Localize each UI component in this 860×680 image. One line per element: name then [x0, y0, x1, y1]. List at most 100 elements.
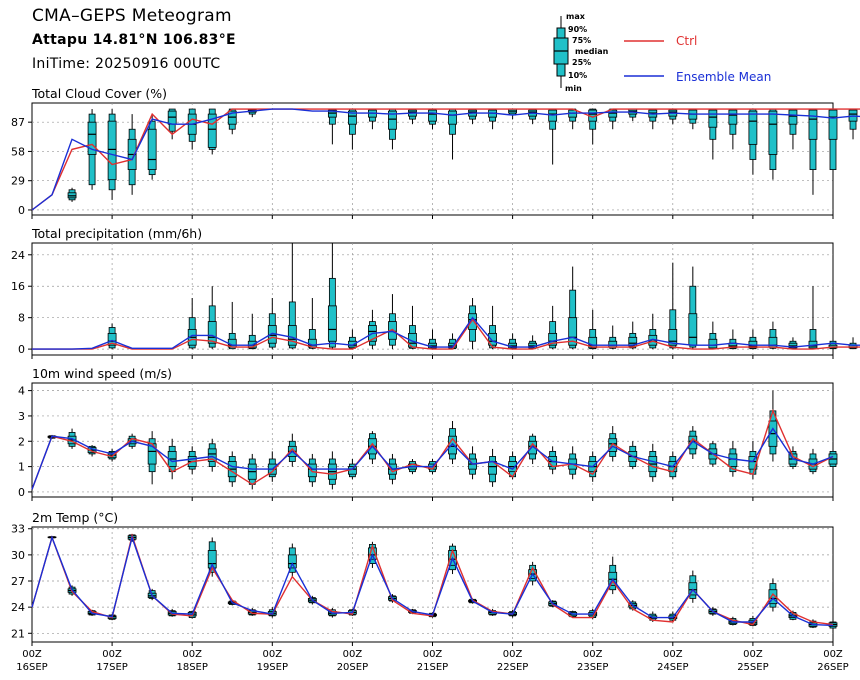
y-tick-label: 30 — [11, 549, 25, 562]
box-p25-p75 — [207, 113, 217, 148]
box-p25-p75 — [748, 110, 758, 145]
ensemble-box — [187, 446, 197, 475]
box-p25-p75 — [147, 128, 157, 170]
ensemble-box — [368, 108, 377, 130]
box-p25-p75 — [588, 336, 598, 349]
x-tick-date: 18SEP — [176, 662, 207, 673]
x-tick-time: 00Z — [22, 649, 42, 660]
panel-title: 2m Temp (°C) — [32, 510, 118, 525]
box-p25-p75 — [768, 110, 778, 155]
y-tick-label: 24 — [11, 249, 25, 262]
ensemble-box — [327, 451, 337, 490]
box-p25-p75 — [708, 109, 718, 128]
ensemble-box — [488, 108, 497, 130]
box-p25-p75 — [87, 121, 97, 155]
x-tick-time: 00Z — [102, 649, 122, 660]
legend-median: median — [575, 47, 609, 56]
box-p25-p75 — [708, 338, 718, 349]
box-p25-p75 — [828, 109, 838, 140]
legend-p90: 90% — [568, 25, 587, 34]
ensemble-box — [808, 108, 818, 195]
ensemble-box — [648, 313, 658, 350]
x-tick-time: 00Z — [823, 649, 843, 660]
legend-p10: 10% — [568, 71, 587, 80]
legend-p75: 75% — [572, 36, 591, 45]
ensemble-box — [468, 446, 477, 480]
y-tick-label: 4 — [18, 385, 25, 398]
x-tick-date: 17SEP — [96, 662, 127, 673]
meteogram-title: CMA–GEPS Meteogram — [32, 6, 232, 26]
y-tick-label: 58 — [11, 145, 25, 158]
ensemble-box — [207, 286, 217, 350]
panel-title: Total Cloud Cover (%) — [31, 86, 167, 101]
ensemble-box — [307, 298, 317, 350]
panel-title: 10m wind speed (m/s) — [32, 366, 172, 381]
ensemble-box — [568, 446, 578, 480]
box-p25-p75 — [568, 317, 578, 346]
ensemble-box — [368, 309, 377, 350]
box-p25-p75 — [608, 438, 618, 452]
ensemble-box — [508, 333, 518, 350]
x-tick-time: 00Z — [423, 649, 443, 660]
ensemble-box — [628, 321, 638, 350]
x-tick-date: 16SEP — [16, 662, 47, 673]
box-p25-p75 — [207, 321, 217, 344]
x-tick-date: 26SEP — [817, 662, 848, 673]
ensemble-box — [568, 266, 578, 350]
ensemble-box — [528, 108, 538, 125]
ensemble-box — [828, 446, 838, 470]
ensemble-box — [127, 114, 137, 195]
ensemble-box — [187, 108, 197, 150]
panel-2: 10m wind speed (m/s) 0 1 2 3 4 — [18, 366, 838, 501]
y-tick-label: 8 — [18, 312, 25, 325]
location-label: Attapu 14.81°N 106.83°E — [32, 32, 236, 48]
box-p25-p75 — [668, 329, 678, 346]
box-p25-p75 — [428, 109, 437, 122]
ensemble-box — [728, 108, 738, 150]
legend: max 90% 75% median 25% 10% min Ctrl Ense… — [553, 12, 771, 93]
box-p25-p75 — [628, 336, 638, 347]
box-p25-p75 — [488, 332, 497, 346]
panel-3: 2m Temp (°C) 21 24 27 30 33 — [11, 510, 838, 646]
ensemble-box — [287, 243, 297, 350]
ensemble-box — [508, 108, 518, 120]
ensemble-box — [67, 187, 77, 202]
x-tick-date: 20SEP — [337, 662, 368, 673]
ensemble-box — [828, 108, 838, 190]
ensemble-box — [668, 262, 678, 350]
box-p25-p75 — [788, 109, 798, 125]
x-tick-time: 00Z — [743, 649, 763, 660]
ensemble-box — [287, 433, 297, 467]
ensemble-box — [107, 323, 117, 350]
ensemble-box — [688, 266, 698, 350]
x-tick-time: 00Z — [263, 649, 283, 660]
ensemble-box — [227, 301, 237, 350]
ensemble-box — [167, 108, 177, 140]
x-tick-time: 00Z — [343, 649, 363, 660]
ensemble-box — [468, 108, 477, 125]
y-tick-label: 29 — [11, 175, 25, 188]
y-tick-label: 0 — [18, 343, 25, 356]
x-tick-time: 00Z — [583, 649, 603, 660]
ensemble-box — [147, 114, 157, 180]
ensemble-box — [808, 286, 818, 350]
ensemble-mean-line — [31, 427, 834, 490]
panel-0: Total Cloud Cover (%) 0 29 58 87 — [11, 86, 860, 219]
ensemble-box — [548, 108, 558, 165]
ensemble-box — [748, 108, 758, 175]
box-p25-p75 — [808, 109, 818, 140]
box-p25-p75 — [287, 554, 297, 569]
x-axis-labels: 00Z 16SEP 00Z 17SEP 00Z 18SEP 00Z 19SEP 00Z 20SEP… — [16, 649, 848, 673]
box-p25-p75 — [287, 325, 297, 346]
box-p25-p75 — [107, 332, 117, 346]
y-tick-label: 0 — [18, 204, 25, 217]
y-tick-label: 16 — [11, 280, 25, 293]
ensemble-box — [307, 453, 317, 487]
x-tick-time: 00Z — [503, 649, 523, 660]
mean-legend-label: Ensemble Mean — [676, 70, 771, 84]
panel-frame — [31, 526, 834, 643]
box-p25-p75 — [207, 448, 217, 462]
x-tick-date: 19SEP — [257, 662, 288, 673]
y-tick-label: 2 — [18, 435, 25, 448]
